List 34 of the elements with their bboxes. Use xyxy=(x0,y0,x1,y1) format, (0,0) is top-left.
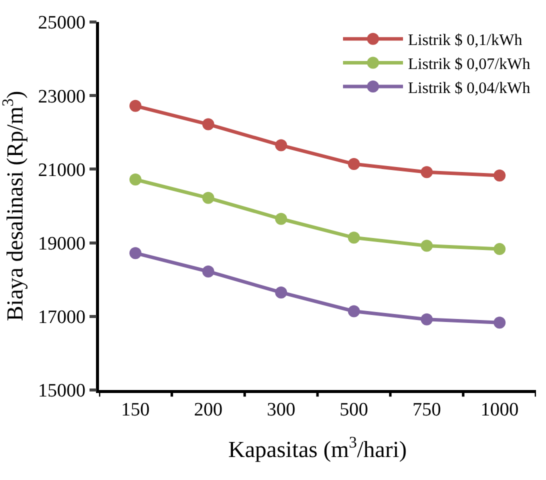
x-tick-label: 200 xyxy=(194,400,222,421)
y-tick-label: 17000 xyxy=(38,307,86,328)
point xyxy=(129,100,142,112)
point xyxy=(129,247,142,260)
x-tick-label: 750 xyxy=(412,400,441,421)
x-tick-label: 300 xyxy=(266,400,296,421)
point xyxy=(348,305,360,318)
legend-label: Listrik $ 0,1/kWh xyxy=(408,32,522,50)
point xyxy=(420,240,433,252)
point xyxy=(202,266,214,278)
point xyxy=(348,158,360,170)
point xyxy=(494,169,506,182)
point xyxy=(420,166,433,178)
legend-label: Listrik $ 0,07/kWh xyxy=(408,56,530,73)
point xyxy=(348,232,360,244)
point xyxy=(494,316,506,329)
point xyxy=(494,243,506,256)
x-tick-label: 150 xyxy=(121,400,150,421)
x-tick-label: 500 xyxy=(340,400,368,421)
legend-label: Listrik $ 0,04/kWh xyxy=(408,80,530,97)
point xyxy=(275,286,288,298)
y-tick-label: 23000 xyxy=(38,86,86,108)
point xyxy=(202,118,214,130)
point xyxy=(420,313,433,326)
point xyxy=(202,192,214,204)
y-tick-label: 25000 xyxy=(38,12,86,34)
x-axis-title: Kapasitas (m$^{3}$/hari) xyxy=(228,434,407,462)
y-tick-label: 19000 xyxy=(38,233,86,254)
y-tick-label: 15000 xyxy=(38,380,86,402)
y-tick-label: 21000 xyxy=(38,160,86,181)
point xyxy=(275,139,288,152)
x-tick-label: 1000 xyxy=(480,400,519,421)
point xyxy=(129,174,142,186)
point xyxy=(275,212,288,225)
